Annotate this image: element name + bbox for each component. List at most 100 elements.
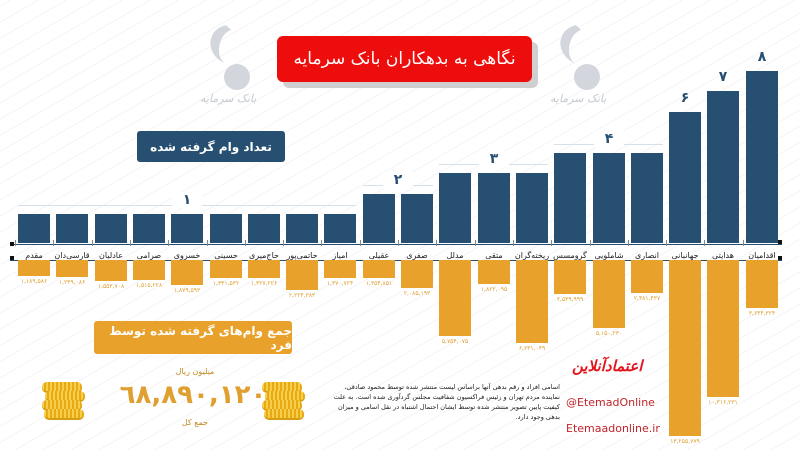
debtor-name: انصاری xyxy=(635,251,659,260)
debtor-name: حاتمی‌پور xyxy=(286,251,318,260)
axis-tick xyxy=(628,240,629,246)
count-bar xyxy=(363,194,395,243)
count-bar xyxy=(210,214,242,243)
axis-tick xyxy=(15,240,16,246)
debtor-name: صرامی xyxy=(136,251,162,260)
axis-tick xyxy=(245,240,246,246)
sum-bar xyxy=(707,260,739,397)
total-value: ٦٨,٨٩٠,١٢٠ xyxy=(119,380,267,410)
debtor-name: مدلل xyxy=(446,251,464,260)
loan-count-label: ۶ xyxy=(680,90,690,106)
count-bar xyxy=(439,173,471,243)
count-bar xyxy=(631,153,663,243)
sum-bar xyxy=(593,260,625,328)
sum-value-label: ۱۳,۲۵۵,۷۷۹ xyxy=(670,438,700,445)
sum-bar xyxy=(631,260,663,293)
axis-tick xyxy=(743,240,744,246)
sum-value-label: ۵,۱۵۰,۲۳۰ xyxy=(595,330,623,337)
sum-bar xyxy=(439,260,471,336)
count-bar xyxy=(593,153,625,243)
sum-value-label: ۱,۵۱۵,۲۲۸ xyxy=(135,282,163,289)
sum-bar xyxy=(746,260,778,308)
total-unit: میلیون ریال xyxy=(175,367,215,376)
sum-bar xyxy=(286,260,318,290)
page-title: نگاهی به بدهکاران بانک سرمایه xyxy=(277,36,532,82)
sum-value-label: ۵,۷۵۴,۰۷۵ xyxy=(441,338,469,345)
loan-count-label: ۳ xyxy=(479,151,509,167)
website-link[interactable]: Etemaadonline.ir xyxy=(566,422,660,435)
loan-count-label: ۲ xyxy=(383,172,413,188)
disclaimer-note: اسامی افراد و رقم بدهی آنها براساس لیست … xyxy=(333,383,560,421)
debtor-name: خسروی xyxy=(173,251,201,260)
sum-value-label: ۱,۳۲۷,۲۲۶ xyxy=(250,280,278,287)
count-bar xyxy=(324,214,356,243)
brand-logo: اعتمادآنلاین xyxy=(572,357,643,375)
axis-tick xyxy=(551,240,552,246)
axis-tick xyxy=(207,240,208,246)
axis-tick xyxy=(398,240,399,246)
debtor-name: عادلیان xyxy=(99,251,123,260)
sum-section-label: جمع وام‌های گرفته شده توسط فرد xyxy=(94,321,292,354)
axis-end-marker xyxy=(778,256,782,260)
axis-end-marker xyxy=(10,256,14,260)
axis-tick xyxy=(590,240,591,246)
count-axis xyxy=(10,244,782,245)
debtor-name: متقی xyxy=(485,251,503,260)
count-bar xyxy=(669,112,701,243)
debtor-name: ریخته‌گران xyxy=(514,251,550,260)
debtor-name: اقدامیان xyxy=(748,251,776,260)
sum-bar xyxy=(516,260,548,343)
axis-tick xyxy=(92,240,93,246)
axis-tick xyxy=(436,240,437,246)
sum-bar xyxy=(210,260,242,278)
count-bar xyxy=(478,173,510,243)
axis-tick xyxy=(513,240,514,246)
count-section-label: تعداد وام گرفته شده xyxy=(137,131,285,162)
axis-tick xyxy=(168,240,169,246)
sum-value-label: ۲,۲۲۴,۳۸۳ xyxy=(288,292,316,299)
sum-bar xyxy=(324,260,356,278)
sum-value-label: ۶,۲۳۱,۰۴۹ xyxy=(518,345,546,352)
axis-tick xyxy=(475,240,476,246)
sum-value-label: ۱۰,۳۱۶,۲۳۱ xyxy=(708,399,738,406)
count-bar xyxy=(707,91,739,243)
loan-count-label: ۷ xyxy=(718,69,728,85)
sum-value-label: ۲,۵۳۹,۹۹۹ xyxy=(556,296,584,303)
social-handle[interactable]: @EtemadOnline xyxy=(566,396,655,409)
coin-stack-icon xyxy=(42,382,86,426)
count-bar xyxy=(286,214,318,243)
coin-stack-icon xyxy=(262,382,306,426)
sum-value-label: ۱,۸۲۲,۰۹۵ xyxy=(480,286,508,293)
sum-value-label: ۱,۳۵۴,۸۵۱ xyxy=(365,280,393,287)
debtor-name: عقیلی xyxy=(368,251,390,260)
sum-bar xyxy=(18,260,50,276)
sum-value-label: ۱,۲۴۹,۰۸۶ xyxy=(58,279,86,286)
debtor-name: هدایتی xyxy=(712,251,734,260)
debtor-name: مقدم xyxy=(25,251,43,260)
sum-value-label: ۲,۰۸۵,۱۹۳ xyxy=(403,290,431,297)
total-label: جمع کل xyxy=(181,418,209,427)
count-bar xyxy=(516,173,548,243)
count-bar xyxy=(554,153,586,243)
axis-tick xyxy=(53,240,54,246)
sum-bar xyxy=(669,260,701,436)
loan-count-label: ۱ xyxy=(172,192,202,208)
sum-bar xyxy=(133,260,165,280)
sum-value-label: ۱,۸۷۹,۵۹۳ xyxy=(173,287,201,294)
debtor-name: جهانبانی xyxy=(671,251,699,260)
debtor-name: قارسی‌دان xyxy=(54,251,90,260)
count-bar xyxy=(401,194,433,243)
debtor-name: حاج‌میری xyxy=(249,251,279,260)
axis-end-marker xyxy=(10,242,14,246)
axis-tick xyxy=(321,240,322,246)
axis-tick xyxy=(283,240,284,246)
sum-bar xyxy=(56,260,88,277)
sum-bar xyxy=(248,260,280,278)
sum-value-label: ۱,۳۴۱,۵۳۲ xyxy=(212,280,240,287)
bank-logo-watermark-left: بانک سرمایه xyxy=(190,18,270,110)
axis-end-marker xyxy=(778,240,782,244)
sum-value-label: ۲,۴۸۱,۴۳۷ xyxy=(633,295,661,302)
axis-tick xyxy=(360,240,361,246)
sum-bar xyxy=(363,260,395,278)
count-bar xyxy=(95,214,127,243)
